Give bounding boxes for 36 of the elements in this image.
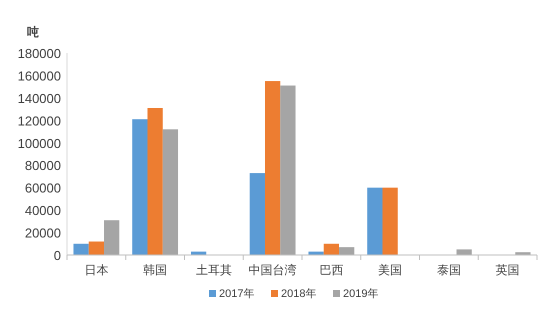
x-tick-label: 巴西: [319, 263, 344, 277]
y-tick-label: 60000: [24, 180, 61, 196]
y-tick-label: 0: [54, 248, 61, 263]
y-tick-label: 40000: [24, 203, 61, 218]
y-tick-label: 180000: [18, 46, 61, 61]
bar: [339, 247, 354, 255]
bar: [367, 188, 382, 255]
x-tick-label: 日本: [84, 263, 108, 277]
y-tick-label: 20000: [24, 226, 61, 241]
legend-label: 2018年: [281, 288, 316, 300]
x-tick-label: 英国: [496, 263, 520, 277]
legend-label: 2017年: [219, 288, 254, 300]
bar: [88, 242, 104, 255]
bar: [132, 119, 148, 255]
bar: [147, 108, 163, 255]
y-tick-label: 120000: [18, 113, 61, 128]
bar: [280, 86, 296, 255]
bar: [264, 81, 280, 255]
y-tick-label: 140000: [18, 90, 61, 106]
bar: [250, 173, 265, 255]
bar: [162, 129, 178, 255]
x-tick-label: 泰国: [436, 263, 461, 277]
y-tick-label: 80000: [24, 158, 61, 174]
y-axis-title: 吨: [27, 25, 39, 39]
legend-label: 2019年: [343, 288, 378, 300]
bar: [73, 244, 89, 255]
bar: [324, 244, 340, 255]
x-tick-label: 土耳其: [196, 263, 232, 277]
y-tick-label: 100000: [18, 136, 61, 151]
x-tick-label: 美国: [378, 263, 402, 277]
bar: [456, 249, 472, 255]
bar: [382, 188, 398, 255]
y-tick-label: 160000: [18, 68, 61, 84]
x-tick-label: 韩国: [143, 263, 168, 277]
bar: [104, 220, 120, 255]
x-tick-label: 中国台湾: [248, 263, 297, 277]
